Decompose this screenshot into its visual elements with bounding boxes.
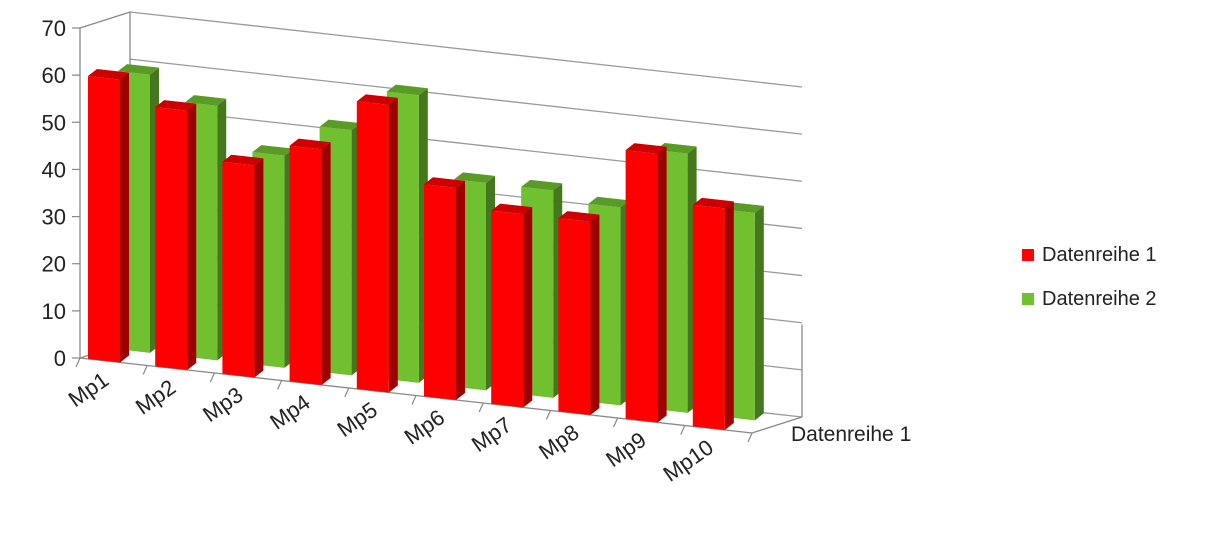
y-tick-label: 60 [42,63,66,88]
bar-1-mp4 [289,138,331,385]
bar-1-mp6 [424,177,465,400]
bar-1-mp8 [558,211,600,415]
legend: Datenreihe 1 Datenreihe 2 [1022,242,1157,330]
x-tick-label: Mp10 [658,434,717,486]
bar-1-mp2 [155,100,197,370]
depth-axis-label: Datenreihe 1 [791,423,911,446]
x-tick-label: Mp2 [131,374,180,419]
legend-item-series-2: Datenreihe 2 [1022,286,1157,312]
x-tick-mark [680,425,686,435]
x-tick-mark [478,402,484,413]
gridline [129,58,803,135]
x-tick-mark [142,365,148,375]
x-tick-mark [747,432,753,443]
legend-swatch-series-1 [1022,249,1034,261]
y-tick-label: 50 [42,110,66,135]
x-tick-mark [545,410,551,420]
floor-front-edge [751,416,803,434]
x-tick-label: Mp7 [467,412,516,457]
x-tick-mark [344,387,350,398]
x-tick-label: Mp8 [534,419,583,464]
y-tick-label: 10 [42,299,66,324]
bar-1-mp1 [88,69,129,363]
x-tick-mark [411,395,417,405]
bar-1-mp3 [222,154,264,378]
bar-1-mp9 [625,143,667,423]
bar-1-mp7 [491,203,533,408]
top-side-edge [79,11,131,29]
bar-1-mp5 [356,94,398,393]
y-axis-ticks: 0 10 20 30 40 50 60 70 [42,16,80,371]
x-tick-label: Mp1 [64,367,113,412]
y-tick-label: 0 [54,346,66,371]
y-tick-label: 70 [42,16,66,41]
bar-1-mp10 [692,197,734,430]
x-tick-label: Mp6 [400,404,449,449]
x-tick-label: Mp5 [333,397,382,442]
y-tick-label: 30 [42,205,66,230]
legend-label-series-2: Datenreihe 2 [1042,287,1157,310]
x-tick-mark [209,372,215,383]
x-tick-label: Mp3 [198,382,247,427]
y-tick-label: 40 [42,157,66,182]
gridline [129,11,803,88]
x-tick-mark [75,357,81,368]
legend-swatch-series-2 [1022,293,1034,305]
legend-label-series-1: Datenreihe 1 [1042,243,1157,266]
bars [88,64,764,430]
y-tick-label: 20 [42,252,66,277]
x-tick-mark [277,380,283,390]
x-tick-label: Mp4 [265,389,314,434]
x-tick-label: Mp9 [601,427,650,472]
x-tick-mark [613,417,619,428]
legend-item-series-1: Datenreihe 1 [1022,242,1157,268]
